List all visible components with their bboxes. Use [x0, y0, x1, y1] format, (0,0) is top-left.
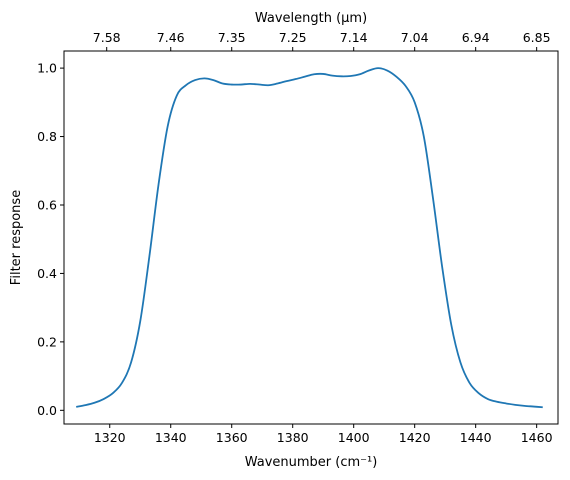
top-tick-label: 7.04 [401, 30, 429, 45]
x-tick-label: 1440 [460, 430, 492, 445]
x-tick-label: 1380 [277, 430, 309, 445]
x-tick-label: 1420 [399, 430, 431, 445]
plot-frame [63, 50, 559, 425]
series-line [76, 67, 543, 409]
y-tick-label: 0.0 [37, 403, 57, 418]
top-tick-label: 7.58 [93, 30, 121, 45]
top-tick-label: 7.25 [279, 30, 307, 45]
y-tick-label: 0.4 [37, 266, 57, 281]
ticks-layer: 1320 1340 1360 1380 1400 1420 1440 1460 7.58 7.46… [37, 30, 552, 445]
x-axis-label: Wavenumber (cm⁻¹) [245, 455, 378, 470]
x-tick-label: 1340 [155, 430, 187, 445]
x-tick-label: 1460 [521, 430, 553, 445]
top-tick-label: 7.35 [218, 30, 246, 45]
line-layer [76, 67, 543, 409]
x-tick-label: 1360 [216, 430, 248, 445]
y-tick-label: 0.6 [37, 197, 57, 212]
y-tick-label: 0.2 [37, 334, 57, 349]
top-tick-label: 7.46 [157, 30, 185, 45]
x-tick-label: 1320 [94, 430, 126, 445]
x-tick-label: 1400 [338, 430, 370, 445]
y-axis-label: Filter response [9, 190, 24, 285]
top-axis-label: Wavelength (μm) [255, 11, 367, 26]
y-tick-label: 0.8 [37, 129, 57, 144]
top-tick-label: 6.85 [523, 30, 551, 45]
y-tick-label: 1.0 [37, 61, 57, 76]
top-tick-label: 7.14 [340, 30, 368, 45]
top-tick-label: 6.94 [462, 30, 490, 45]
